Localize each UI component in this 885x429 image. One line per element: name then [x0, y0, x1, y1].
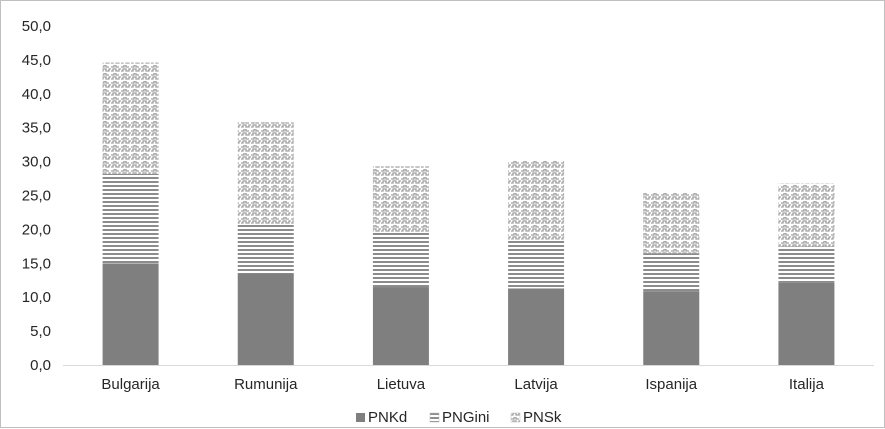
bar-segment-pnkd [237, 273, 294, 365]
bar-segment-pngini [778, 246, 835, 283]
legend-swatch [356, 413, 365, 422]
legend-item: PNKd [356, 409, 407, 426]
bar-group [372, 166, 429, 365]
bar-segment-pnkd [508, 288, 565, 365]
y-tick-label: 50,0 [22, 18, 51, 35]
x-tick-label: Italija [789, 376, 825, 393]
x-tick-label: Latvija [514, 376, 558, 393]
bar-segment-pngini [102, 173, 159, 264]
bar-group [643, 192, 700, 365]
y-tick-label: 0,0 [30, 357, 51, 374]
bar-segment-pngini [237, 224, 294, 274]
legend-swatch [510, 412, 521, 423]
x-tick-label: Ispanija [645, 376, 697, 393]
bar-segment-pngini [643, 253, 700, 292]
bars-layer [102, 62, 835, 365]
bar-segment-pnkd [778, 282, 835, 365]
y-tick-label: 10,0 [22, 289, 51, 306]
y-tick-label: 40,0 [22, 86, 51, 103]
bar-segment-pnsk [643, 192, 700, 254]
y-tick-label: 20,0 [22, 221, 51, 238]
bar-group [102, 62, 159, 365]
legend-label: PNGini [442, 409, 490, 426]
x-tick-label: Bulgarija [101, 376, 160, 393]
bar-segment-pnkd [102, 263, 159, 365]
y-tick-label: 35,0 [22, 120, 51, 137]
bar-group [508, 160, 565, 365]
bar-segment-pnsk [102, 62, 159, 174]
bar-segment-pnkd [643, 291, 700, 365]
bar-segment-pnsk [372, 166, 429, 233]
axis-layer: 0,0 5,0 10,0 15,0 20,0 25,0 30,0 35,0 40,0 45,0 50… [22, 18, 874, 374]
bar-segment-pnsk [778, 183, 835, 247]
y-tick-label: 30,0 [22, 154, 51, 171]
y-tick-label: 25,0 [22, 188, 51, 205]
bar-segment-pngini [372, 232, 429, 288]
bar-segment-pngini [508, 239, 565, 289]
legend: PNKd PNGini PNSk [356, 409, 562, 426]
bar-group [237, 122, 294, 365]
bar-segment-pnsk [508, 160, 565, 240]
x-tick-label: Lietuva [377, 376, 426, 393]
x-labels-layer: Bulgarija Rumunija Lietuva Latvija Ispanija I… [101, 376, 824, 393]
y-tick-label: 15,0 [22, 255, 51, 272]
bar-segment-pnkd [372, 287, 429, 365]
x-tick-label: Rumunija [234, 376, 298, 393]
legend-item: PNGini [429, 409, 490, 426]
bar-group [778, 183, 835, 365]
legend-swatch [429, 412, 440, 423]
legend-label: PNKd [368, 409, 407, 426]
y-tick-label: 5,0 [30, 323, 51, 340]
y-tick-label: 45,0 [22, 52, 51, 69]
bar-segment-pnsk [237, 122, 294, 225]
legend-label: PNSk [523, 409, 562, 426]
legend-item: PNSk [510, 409, 562, 426]
